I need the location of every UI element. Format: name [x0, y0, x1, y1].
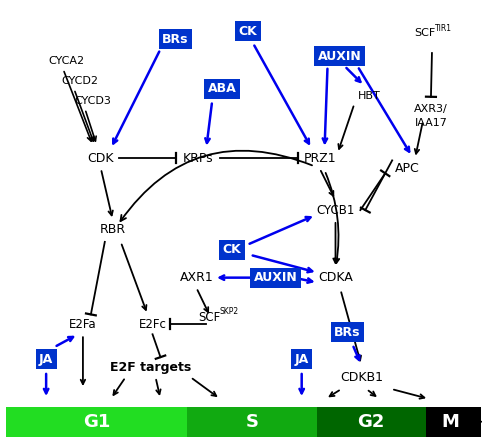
Text: AXR1: AXR1: [179, 271, 213, 284]
Text: E2Fc: E2Fc: [139, 318, 167, 331]
Text: AUXIN: AUXIN: [317, 50, 361, 63]
Text: G1: G1: [83, 413, 110, 431]
Bar: [317, 407, 426, 436]
Text: SCF: SCF: [414, 28, 435, 38]
Text: CDKA: CDKA: [318, 271, 353, 284]
Text: KRPs: KRPs: [183, 152, 213, 165]
Text: JA: JA: [39, 353, 53, 366]
Text: APC: APC: [395, 162, 420, 175]
Text: CYCB1: CYCB1: [317, 204, 354, 217]
Text: PRZ1: PRZ1: [303, 152, 336, 165]
Text: CYCD3: CYCD3: [74, 96, 111, 106]
Text: AUXIN: AUXIN: [254, 271, 298, 284]
Text: E2F targets: E2F targets: [110, 361, 191, 373]
Text: CK: CK: [223, 243, 242, 256]
Text: AXR3/: AXR3/: [414, 104, 448, 114]
Text: BRs: BRs: [162, 33, 189, 46]
Text: JA: JA: [294, 353, 309, 366]
Text: M: M: [441, 413, 459, 431]
Text: SKP2: SKP2: [219, 307, 238, 316]
Bar: [187, 407, 317, 436]
Text: HBT: HBT: [358, 91, 381, 101]
Text: E2Fa: E2Fa: [69, 318, 97, 331]
Text: CK: CK: [239, 25, 257, 38]
Text: SCF: SCF: [198, 311, 220, 324]
Text: CYCA2: CYCA2: [48, 56, 84, 66]
Bar: [6, 407, 187, 436]
Text: CYCD2: CYCD2: [61, 76, 98, 86]
Text: BRs: BRs: [334, 326, 361, 339]
Text: G2: G2: [357, 413, 385, 431]
Text: ABA: ABA: [208, 82, 237, 95]
Text: TIR1: TIR1: [435, 24, 452, 33]
Text: CDKB1: CDKB1: [340, 371, 383, 384]
Text: CDK: CDK: [88, 152, 114, 165]
Text: RBR: RBR: [100, 223, 126, 237]
Text: IAA17: IAA17: [415, 118, 447, 127]
Bar: [426, 407, 481, 436]
Text: S: S: [246, 413, 258, 431]
